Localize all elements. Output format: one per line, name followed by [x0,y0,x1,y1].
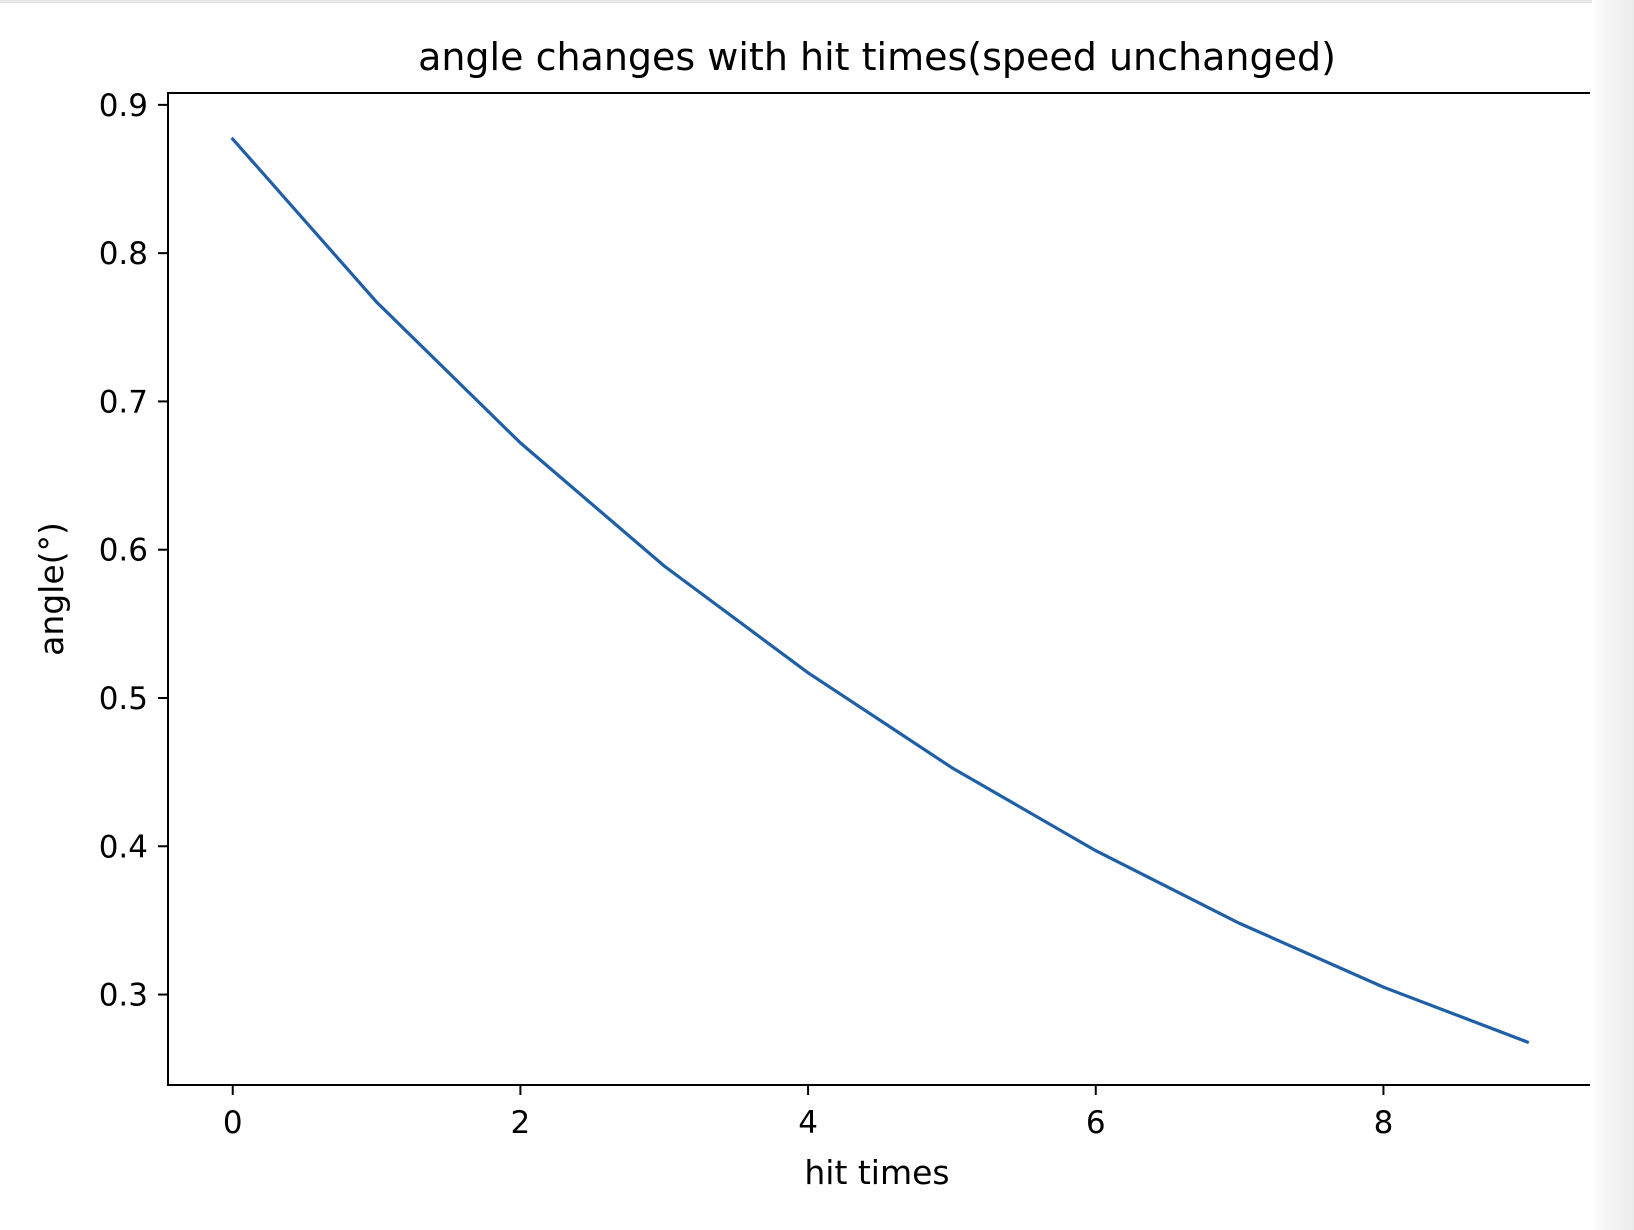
y-tick-label: 0.3 [99,978,148,1014]
y-axis: 0.3 0.4 0.5 0.6 0.7 0.8 0.9 [99,88,168,1014]
line-chart: angle changes with hit times(speed uncha… [32,35,1590,1192]
x-axis: 0 2 4 6 8 [223,1085,1393,1141]
y-tick-label: 0.4 [99,829,148,865]
scrollbar-shade [1592,0,1634,1230]
x-tick-label: 2 [511,1105,531,1141]
y-tick-label: 0.5 [99,681,148,717]
y-tick-label: 0.8 [99,236,148,272]
x-tick-label: 0 [223,1105,243,1141]
chart-title: angle changes with hit times(speed uncha… [418,35,1336,79]
y-tick-label: 0.7 [99,384,148,420]
plot-area [167,92,1590,1086]
series-layer [230,136,1530,1045]
x-tick-label: 4 [798,1105,818,1141]
x-tick-label: 8 [1374,1105,1394,1141]
x-tick-label: 6 [1086,1105,1106,1141]
y-tick-label: 0.6 [99,533,148,569]
x-axis-label: hit times [804,1153,949,1192]
y-axis-label: angle(°) [32,522,71,656]
window-top-edge [0,0,1634,3]
y-tick-label: 0.9 [99,88,148,124]
series-line [230,136,1530,1045]
